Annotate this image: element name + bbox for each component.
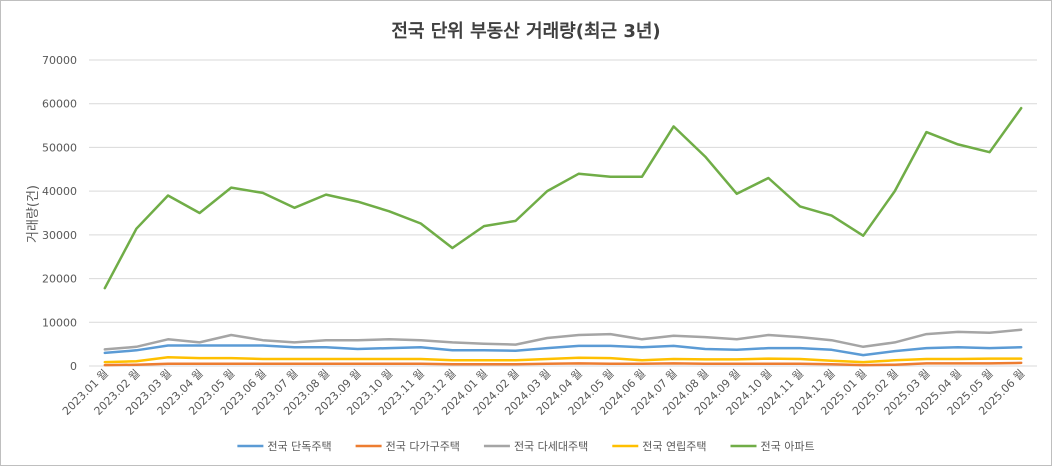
y-axis-label: 거래량(건) xyxy=(26,185,41,243)
legend-label: 전국 다가구주택 xyxy=(386,440,460,453)
y-tick-label: 0 xyxy=(70,360,77,373)
legend-label: 전국 단독주택 xyxy=(267,440,331,453)
series-layer xyxy=(103,106,1023,367)
y-tick-label: 20000 xyxy=(42,273,77,286)
y-tick-label: 10000 xyxy=(42,316,77,329)
chart-title: 전국 단위 부동산 거래량(최근 3년) xyxy=(391,21,660,42)
series-line xyxy=(103,344,1023,357)
series-line xyxy=(103,328,1023,351)
legend-label: 전국 아파트 xyxy=(761,440,815,453)
legend-label: 전국 다세대주택 xyxy=(514,440,588,453)
legend-label: 전국 연립주택 xyxy=(642,440,706,453)
series-line xyxy=(103,356,1023,364)
grid-layer xyxy=(89,59,1037,367)
series-line xyxy=(103,106,1023,290)
y-tick-label: 70000 xyxy=(42,54,77,67)
y-tick-label: 30000 xyxy=(42,229,77,242)
y-tick-label: 40000 xyxy=(42,185,77,198)
y-tick-label: 60000 xyxy=(42,98,77,111)
series-line xyxy=(103,361,1023,367)
y-tick-label: 50000 xyxy=(42,141,77,154)
legend: 전국 단독주택 전국 다가구주택 전국 다세대주택 전국 연립주택 전국 아파트 xyxy=(237,440,815,453)
y-tick-labels: 0 10000 20000 30000 40000 50000 60000 70000 xyxy=(42,54,77,373)
